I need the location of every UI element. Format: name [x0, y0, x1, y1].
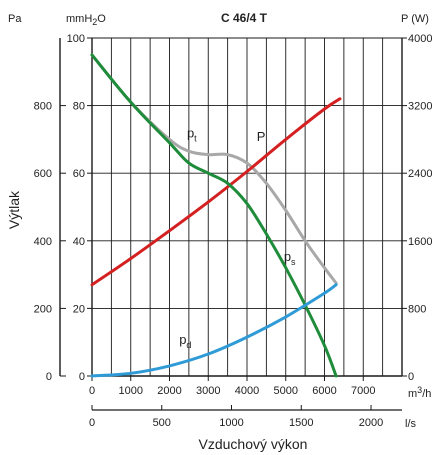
ls-tick-label: 500	[153, 417, 171, 429]
power-tick-label: 4000	[408, 33, 432, 45]
pa-tick-label: 400	[34, 236, 52, 248]
m3h-tick-label: 4000	[235, 385, 259, 397]
series-line-p-power	[90, 97, 342, 287]
pa-tick-label: 600	[34, 168, 52, 180]
mmh2o-tick-label: 20	[73, 303, 85, 315]
ls-tick-label: 1000	[219, 417, 243, 429]
series-labels: pt Pps pd	[179, 126, 296, 350]
axes	[59, 37, 407, 411]
m3h-tick-label: 2000	[157, 385, 181, 397]
mmh2o-tick-label: 40	[73, 236, 85, 248]
series-label-ps: ps	[284, 249, 296, 267]
series-label-pd: pd	[179, 332, 191, 350]
m3h-tick-label: 3000	[196, 385, 220, 397]
pa-tick-label: 800	[34, 101, 52, 113]
series-label-p-power: P	[257, 129, 266, 144]
power-tick-label: 3200	[408, 101, 432, 113]
power-unit-label: P (W)	[401, 13, 429, 25]
ls-tick-label: 1500	[289, 417, 313, 429]
chart-title: C 46/4 T	[221, 11, 268, 25]
power-tick-label: 1600	[408, 236, 432, 248]
ls-unit-label: l/s	[405, 418, 417, 430]
mmh2o-tick-label: 80	[73, 101, 85, 113]
series-line-pt	[90, 53, 338, 285]
series-line-ps	[90, 53, 338, 378]
ls-tick-label: 0	[89, 417, 95, 429]
pa-unit-label: Pa	[8, 13, 22, 25]
series-lines	[90, 53, 342, 378]
mmh2o-tick-label: 100	[67, 33, 85, 45]
m3h-tick-label: 6000	[312, 385, 336, 397]
power-tick-label: 800	[408, 303, 426, 315]
m3h-unit-label: m3/h	[408, 385, 431, 400]
series-label-pt: pt	[187, 126, 197, 144]
pa-tick-label: 200	[34, 303, 52, 315]
mmh2o-tick-label: 0	[79, 371, 85, 383]
pa-tick-label: 0	[46, 371, 52, 383]
tick-labels: 0200400600800020406080100080016002400320…	[34, 33, 433, 429]
mmh2o-tick-label: 60	[73, 168, 85, 180]
power-tick-label: 2400	[408, 168, 432, 180]
m3h-tick-label: 7000	[351, 385, 375, 397]
m3h-tick-label: 1000	[119, 385, 143, 397]
x-axis-title: Vzduchový výkon	[199, 436, 308, 452]
y-axis-title: Výtlak	[6, 190, 22, 229]
grid	[92, 38, 402, 376]
ls-tick-label: 2000	[359, 417, 383, 429]
m3h-tick-label: 0	[89, 385, 95, 397]
series-line-pd	[90, 283, 338, 378]
mmh2o-unit-label: mmH2O	[66, 13, 106, 27]
m3h-tick-label: 5000	[274, 385, 298, 397]
power-tick-label: 0	[408, 371, 414, 383]
